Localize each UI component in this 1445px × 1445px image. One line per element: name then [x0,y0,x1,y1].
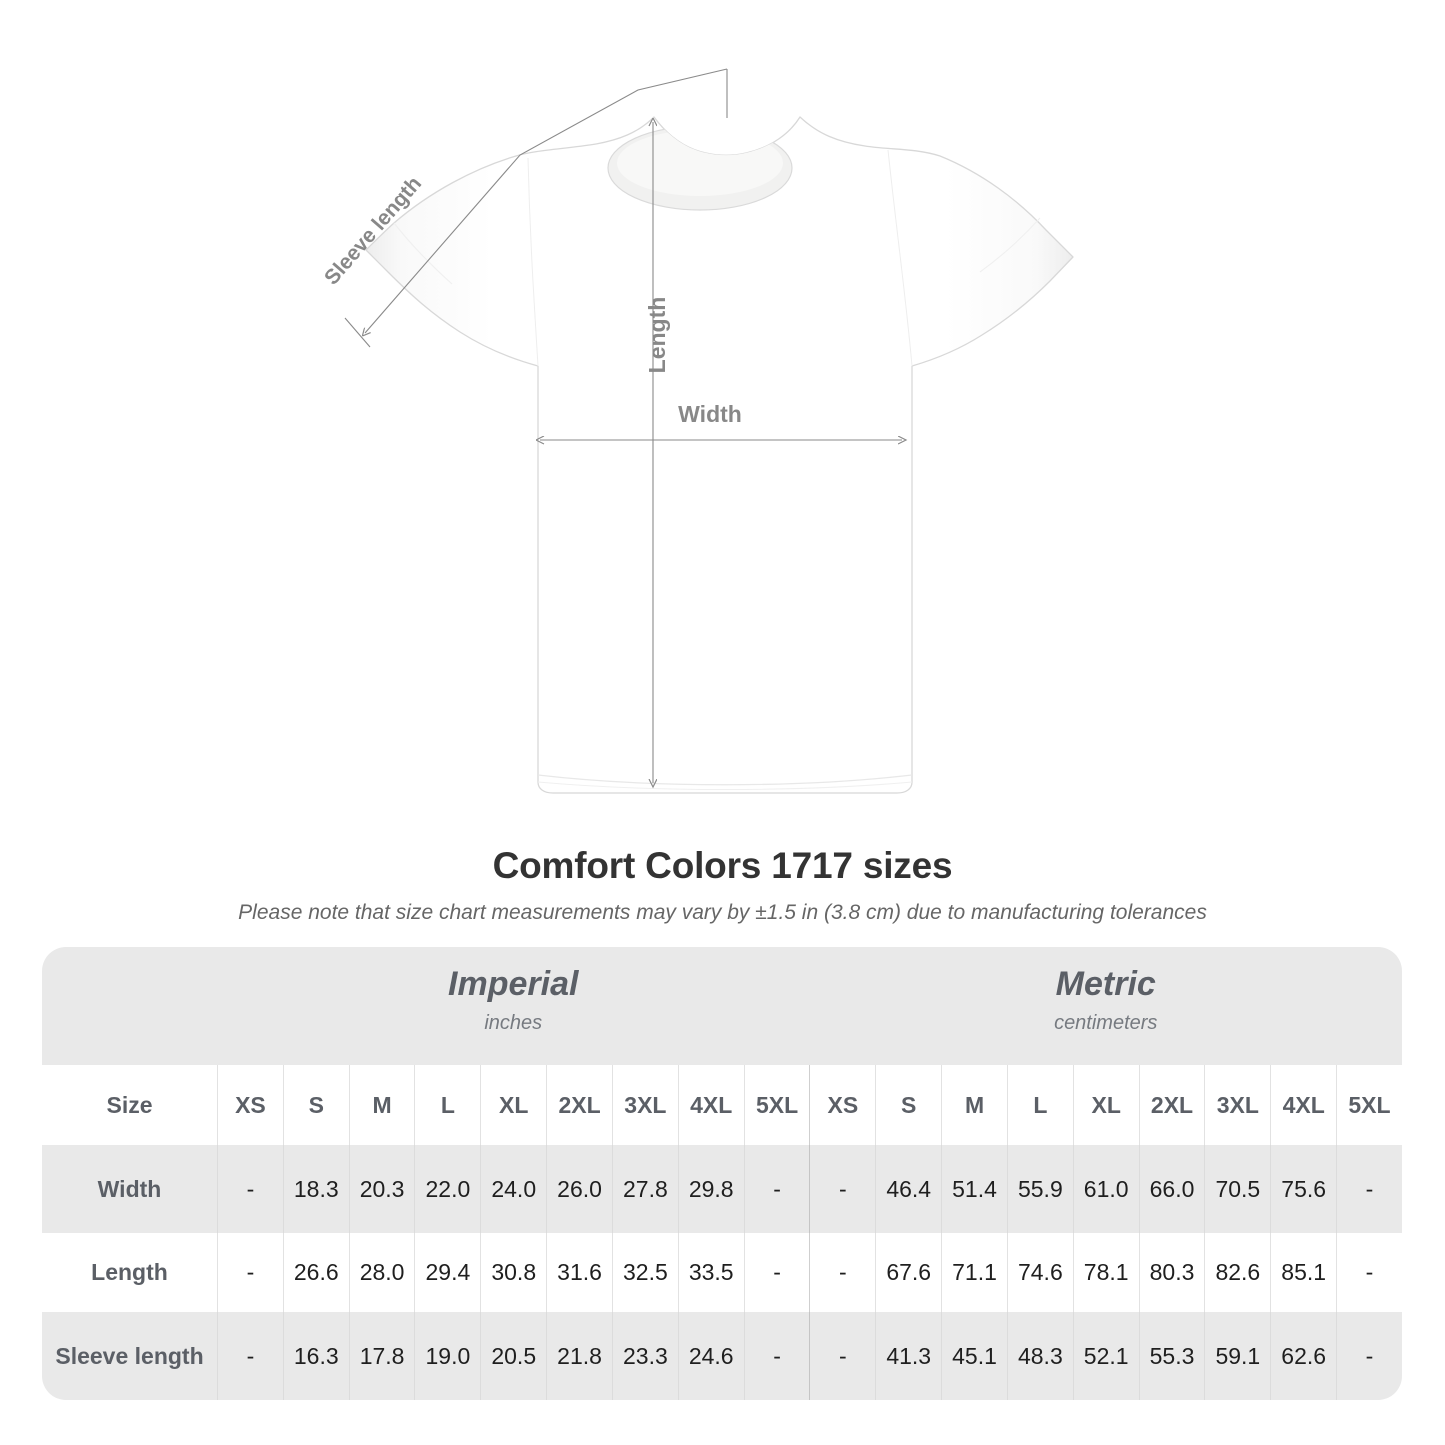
svg-text:Length: Length [644,297,670,374]
svg-text:Width: Width [678,401,742,427]
